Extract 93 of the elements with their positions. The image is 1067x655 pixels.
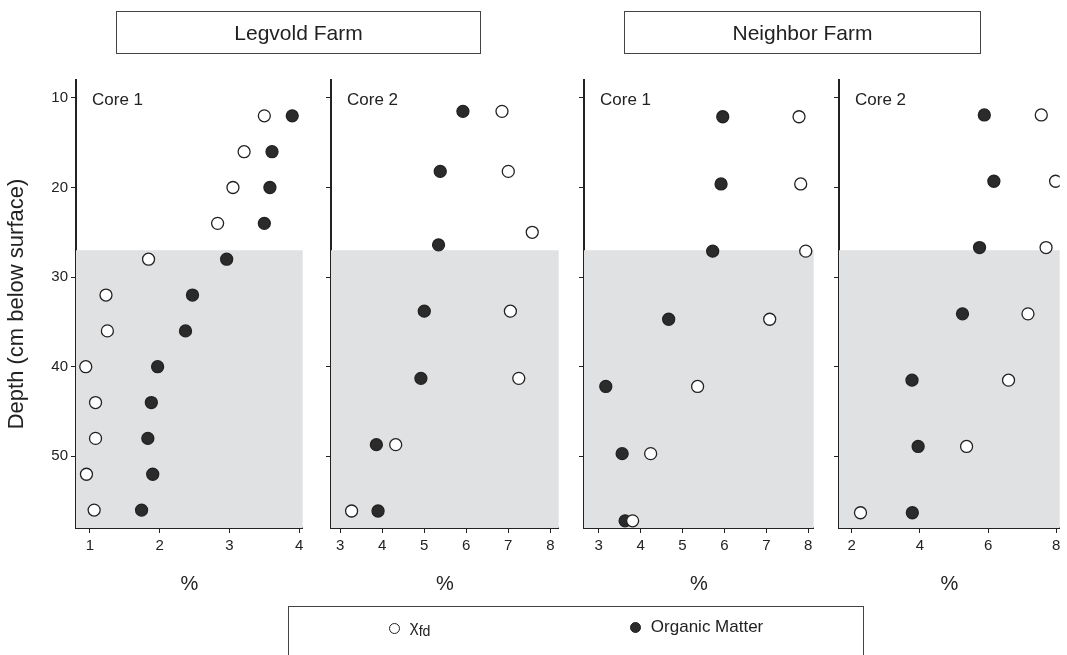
point	[226, 180, 240, 195]
point	[99, 288, 113, 302]
point	[414, 371, 428, 386]
x-tick-label: 5	[420, 536, 429, 554]
x-tick-label: 4	[915, 536, 925, 554]
point	[625, 514, 640, 528]
point	[220, 252, 234, 266]
x-tick-label: 7	[762, 536, 771, 554]
y-tick-label: 30	[51, 267, 68, 285]
point	[1001, 373, 1016, 387]
point	[714, 177, 728, 191]
x-tick-label: 8	[546, 536, 555, 554]
x-tick-label: 6	[462, 536, 471, 554]
point	[512, 371, 526, 386]
chart-subtitle: Legvold Farm	[116, 11, 481, 54]
point	[263, 180, 277, 195]
point	[178, 324, 193, 338]
x-axis-title: %	[940, 571, 959, 594]
x-tick-label: 2	[155, 536, 164, 554]
point	[977, 108, 991, 122]
point	[456, 104, 470, 119]
point	[265, 145, 279, 159]
point	[285, 109, 299, 123]
x-tick-label: 5	[678, 536, 687, 554]
x-tick-label: 3	[225, 536, 234, 554]
point	[799, 244, 813, 258]
x-tick-label: 8	[1052, 536, 1061, 554]
point	[344, 504, 359, 518]
point	[955, 307, 970, 321]
y-tick-label: 10	[51, 88, 68, 106]
point	[959, 439, 974, 454]
x-tick-label: 4	[378, 536, 387, 554]
x-tick-label: 4	[295, 536, 304, 554]
x-tick-label: 6	[983, 536, 993, 554]
point	[146, 467, 160, 481]
text: Core 2	[347, 90, 399, 110]
point	[972, 240, 987, 255]
point	[905, 373, 919, 387]
point	[431, 238, 446, 252]
point	[644, 446, 658, 461]
point	[662, 312, 676, 326]
text: Core 2	[855, 90, 907, 110]
point	[144, 395, 158, 410]
text: Core 1	[92, 90, 144, 110]
x-tick-label: 3	[336, 536, 345, 554]
point	[911, 439, 925, 454]
point	[371, 504, 385, 518]
point	[615, 446, 629, 461]
legend-label: χ$_{fd}$	[409, 617, 431, 640]
point	[433, 164, 447, 179]
point	[88, 395, 103, 410]
point	[88, 431, 103, 446]
x-axis-title: %	[689, 571, 708, 594]
point	[100, 324, 115, 338]
point	[150, 360, 165, 374]
x-tick-label: 8	[804, 536, 813, 554]
point	[599, 379, 613, 394]
x-tick-label: 7	[504, 536, 513, 554]
legend-label: Organic Matter	[650, 617, 764, 637]
point	[134, 503, 149, 517]
point	[853, 506, 868, 520]
x-tick-label: 2	[847, 536, 856, 554]
point	[185, 288, 200, 302]
point	[716, 110, 730, 124]
text: Core 1	[600, 90, 652, 110]
point	[905, 506, 919, 520]
y-tick-label: 20	[51, 177, 68, 195]
chart-subtitle: Neighbor Farm	[624, 11, 981, 54]
x-tick-label: 6	[720, 536, 729, 554]
point	[763, 312, 777, 326]
point	[1039, 240, 1053, 255]
x-tick-label: 1	[85, 536, 95, 554]
point	[690, 379, 705, 394]
point	[706, 244, 720, 258]
x-axis-title: %	[180, 571, 199, 594]
x-tick-label: 4	[636, 536, 645, 554]
point	[141, 252, 156, 266]
point	[417, 304, 431, 318]
point	[141, 431, 155, 446]
y-tick-label: 40	[51, 356, 68, 374]
point	[79, 467, 94, 481]
point	[87, 503, 101, 517]
point	[257, 216, 271, 231]
point	[79, 360, 93, 374]
point	[987, 174, 1001, 188]
x-tick-label: 3	[594, 536, 603, 554]
point	[369, 438, 384, 452]
point	[1021, 307, 1035, 321]
point	[389, 438, 403, 452]
y-axis-title: Depth (cm below surface)	[3, 178, 29, 430]
y-tick-label: 50	[51, 446, 68, 464]
point	[503, 304, 518, 318]
x-axis-title: %	[435, 571, 454, 594]
